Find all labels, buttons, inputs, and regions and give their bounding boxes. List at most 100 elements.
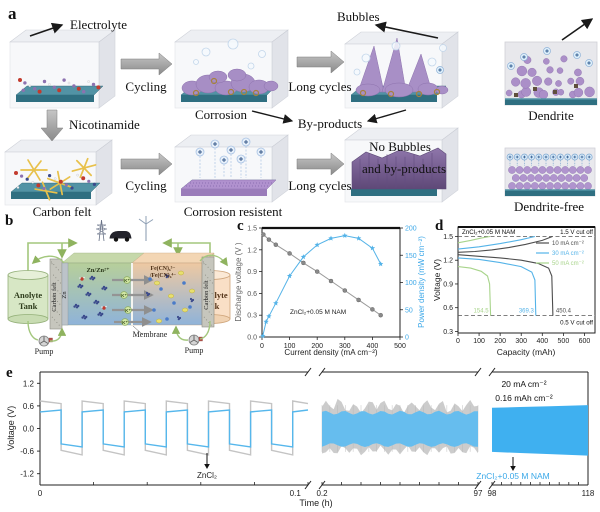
deposit-grain (512, 174, 520, 182)
complex-cluster (77, 285, 80, 288)
deposit-grain (508, 166, 516, 174)
carbon-felt-label: Carbon felt (33, 204, 92, 218)
electrolyte-dot (96, 85, 101, 90)
corrosion-illustration (181, 38, 279, 97)
panel-e-y-tick: 1.2 (23, 379, 35, 388)
complex-cluster (90, 275, 94, 279)
complex-cluster (102, 285, 106, 289)
panel-d-xlabel: Capacity (mAh) (497, 347, 556, 357)
data-point (266, 237, 272, 242)
dense-deposit-illustration (351, 147, 447, 190)
dendrite-blob (560, 55, 568, 63)
data-point (300, 254, 307, 260)
electrolyte-dot (16, 186, 20, 189)
panel-e-y-tick: -1.2 (20, 470, 34, 479)
electrolyte-dot (87, 179, 91, 183)
dendrite-blob (557, 88, 565, 96)
deposit-grain (576, 166, 585, 174)
complex-cluster (81, 316, 84, 319)
data-point (378, 261, 384, 267)
nam-voltage-curve (39, 409, 309, 448)
electrolyte-dot (21, 88, 25, 93)
panel-c-annotation: ZnCl₂+0.05 M NAM (290, 309, 346, 316)
data-point (355, 235, 362, 241)
panel-d-x-tick: 600 (579, 338, 591, 345)
panel-c-x-tick: 100 (284, 343, 296, 350)
panel-d-series-line (457, 235, 536, 250)
panel-d-x-tick: 100 (473, 338, 485, 345)
panel-d-legend-item: 30 mA cm⁻² (552, 251, 584, 257)
ferricyanide-dot (188, 288, 195, 294)
data-point (342, 288, 348, 293)
panel-e-label: e (6, 365, 13, 381)
axis-break-mark (488, 367, 496, 377)
zncl2-voltage-curve (39, 400, 309, 456)
electrolyte-dot (48, 83, 51, 86)
deposit-grain (553, 182, 562, 190)
panel-c-yl-tick: 0.9 (247, 269, 257, 276)
panel-c-yl-tick: 0.6 (247, 291, 257, 298)
panel-d-ylabel: Voltage (V) (432, 259, 442, 301)
anolyte-tank-label-2: Tank (19, 301, 38, 311)
complex-cluster (101, 287, 104, 290)
panel-c-x-tick: 0 (260, 343, 264, 350)
cathode-couple-label-1: Fe(CN)₆³⁻ (151, 265, 176, 272)
ion-dot (172, 301, 176, 305)
panel-d-series-line (457, 254, 554, 316)
electrolyte-dot (91, 82, 96, 87)
deposit-grain (542, 174, 551, 182)
by-products-label: By-products (298, 116, 362, 131)
panel-d-y-tick: 1.5 (443, 234, 453, 241)
current-density-annotation: 20 mA cm⁻² (501, 379, 546, 389)
deposit-grain (546, 182, 554, 190)
dendrite-free-closeup (504, 147, 596, 197)
nam-cycling-band (322, 410, 478, 447)
electrolyte-dot (76, 173, 79, 177)
ion-dot (182, 281, 186, 285)
electrolyte-dot (53, 177, 57, 180)
deposit-grain (515, 182, 524, 190)
k-ion-label: K⁺ (121, 293, 127, 298)
electrolyte-dot (58, 179, 63, 184)
panel-e-x-tick: 0.1 (290, 489, 302, 498)
complex-cluster (87, 294, 91, 297)
electrolyte-dot (23, 81, 27, 85)
panel-c-yr-tick: 100 (405, 280, 417, 287)
panel-d-x-tick: 300 (515, 338, 527, 345)
panel-c-xlabel: Current density (mA cm⁻²) (284, 348, 377, 357)
panel-e-x-tick: 118 (582, 489, 595, 498)
zn-electrode-label: Zn (61, 291, 68, 299)
panel-e-chart: e -1.2 -0.6 0.0 0.6 1.2 0 0.1 0.2 97 98 118 Time (h… (6, 365, 595, 508)
panel-c-yl-tick: 1.5 (247, 226, 257, 233)
coated-plate-illustration (180, 179, 277, 196)
panel-a-illustration: a Electrolyte Bubbles Cycling Long cycle… (4, 4, 598, 218)
electrolyte-dot (36, 183, 41, 188)
complex-cluster (73, 305, 76, 308)
data-point (328, 278, 334, 284)
electrolyte-dot (28, 84, 32, 88)
dendrite-blob (544, 77, 553, 86)
electrolyte-dot (37, 89, 42, 94)
arrow-to-dendrite (561, 18, 594, 41)
arrow-to-bubbles (374, 21, 439, 39)
ion-transfer: K⁺ K⁺ K⁺ K⁺ (73, 270, 195, 327)
deposit-grain (523, 182, 532, 190)
dendrite-blob (538, 89, 549, 100)
data-point (263, 318, 269, 324)
k-ion-label: K⁺ (122, 320, 128, 325)
deposit-grain (576, 182, 585, 190)
panel-d-x-tick: 200 (494, 338, 506, 345)
complex-cluster (85, 293, 88, 296)
panel-e-y-tick: 0.6 (23, 402, 35, 411)
deposit-grain (527, 174, 535, 182)
ion-dot (188, 305, 192, 309)
panel-c-yr-tick: 0 (405, 335, 409, 342)
complex-cluster (97, 313, 100, 316)
electrolyte-dot (64, 183, 68, 187)
panel-c-series-line (262, 235, 382, 337)
deposit-grain (550, 174, 558, 182)
panel-d-x-tick: 400 (536, 338, 548, 345)
complex-cluster (79, 286, 83, 289)
ion-dot (165, 317, 169, 321)
panel-a-label: a (8, 4, 17, 23)
